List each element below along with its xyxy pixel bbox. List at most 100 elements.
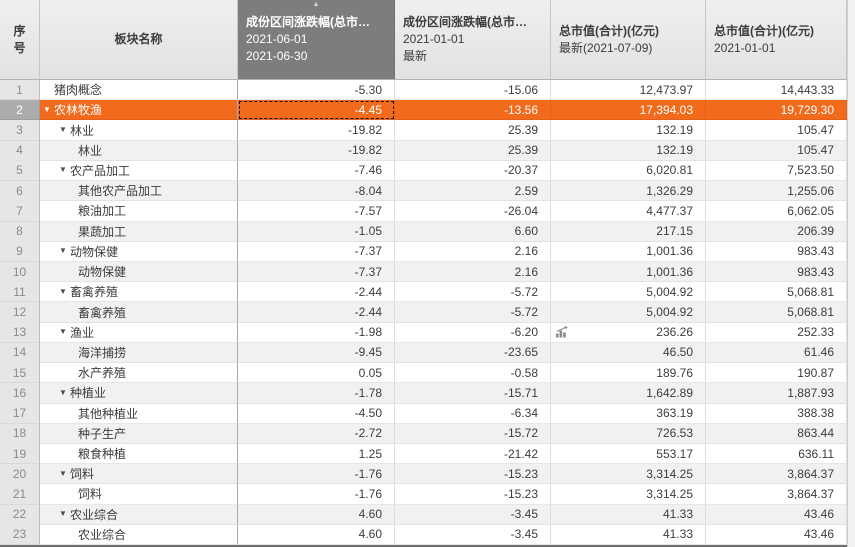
chg-ytd-cell[interactable]: 2.16	[395, 261, 551, 283]
row-index[interactable]: 23	[0, 524, 40, 546]
mv-latest-cell[interactable]: 1,001.36	[551, 261, 706, 283]
chg-jun-cell[interactable]: -5.30	[238, 80, 395, 101]
mv-latest-cell[interactable]: 3,314.25	[551, 464, 706, 485]
row-index[interactable]: 5	[0, 160, 40, 182]
collapse-triangle-icon[interactable]: ▼	[43, 104, 51, 114]
sector-name-cell[interactable]: 粮油加工	[40, 201, 238, 222]
mv-latest-cell[interactable]: 1,326.29	[551, 181, 706, 202]
mv-jan-cell[interactable]: 6,062.05	[706, 201, 847, 222]
mv-jan-cell[interactable]: 14,443.33	[706, 80, 847, 101]
col-header-chg-jun[interactable]: ▲ 成份区间涨跌幅(总市… 2021-06-01 2021-06-30	[238, 0, 395, 79]
chg-ytd-cell[interactable]: -21.42	[395, 443, 551, 465]
col-header-chg-ytd[interactable]: 成份区间涨跌幅(总市… 2021-01-01 最新	[395, 0, 551, 79]
col-header-index[interactable]: 序号	[0, 0, 40, 79]
row-index[interactable]: 10	[0, 261, 40, 283]
sector-name-cell[interactable]: 种子生产	[40, 423, 238, 444]
chg-jun-cell[interactable]: -1.76	[238, 484, 395, 505]
collapse-triangle-icon[interactable]: ▼	[59, 286, 67, 296]
sector-name-cell[interactable]: 其他种植业	[40, 403, 238, 424]
table-row[interactable]: 21 饲料 -1.76 -15.23 3,314.25 3,864.37	[0, 484, 847, 505]
sector-name-cell[interactable]: 其他农产品加工	[40, 181, 238, 202]
chg-jun-cell[interactable]: -4.50	[238, 403, 395, 424]
row-index[interactable]: 19	[0, 443, 40, 465]
mv-jan-cell[interactable]: 252.33	[706, 322, 847, 343]
table-row[interactable]: 12 畜禽养殖 -2.44 -5.72 5,004.92 5,068.81	[0, 302, 847, 323]
chg-jun-cell[interactable]: 4.60	[238, 524, 395, 546]
sector-name-cell[interactable]: 农业综合	[40, 524, 238, 546]
chg-ytd-cell[interactable]: -3.45	[395, 524, 551, 546]
chg-jun-cell[interactable]: -1.78	[238, 383, 395, 404]
mv-latest-cell[interactable]: 41.33	[551, 524, 706, 546]
sector-name-cell[interactable]: 粮食种植	[40, 443, 238, 465]
table-row[interactable]: 23 农业综合 4.60 -3.45 41.33 43.46	[0, 524, 847, 546]
sector-name-cell[interactable]: ▼ 农产品加工	[40, 160, 238, 182]
mv-jan-cell[interactable]: 105.47	[706, 140, 847, 161]
chg-jun-cell[interactable]: -2.44	[238, 282, 395, 303]
mv-latest-cell[interactable]: 12,473.97	[551, 80, 706, 101]
mv-jan-cell[interactable]: 983.43	[706, 241, 847, 262]
sector-name-cell[interactable]: ▼ 畜禽养殖	[40, 282, 238, 303]
chg-jun-cell[interactable]: -2.72	[238, 423, 395, 444]
mv-latest-cell[interactable]: 41.33	[551, 504, 706, 525]
table-row[interactable]: 18 种子生产 -2.72 -15.72 726.53 863.44	[0, 423, 847, 444]
row-index[interactable]: 21	[0, 484, 40, 505]
mv-latest-cell[interactable]: 6,020.81	[551, 160, 706, 182]
mv-latest-cell[interactable]: 363.19	[551, 403, 706, 424]
mv-latest-cell[interactable]: 726.53	[551, 423, 706, 444]
mv-jan-cell[interactable]: 863.44	[706, 423, 847, 444]
chg-ytd-cell[interactable]: -15.23	[395, 484, 551, 505]
table-row[interactable]: 7 粮油加工 -7.57 -26.04 4,477.37 6,062.05	[0, 201, 847, 222]
row-index[interactable]: 16	[0, 383, 40, 404]
mv-latest-cell[interactable]: 1,642.89	[551, 383, 706, 404]
sector-name-cell[interactable]: ▼ 渔业	[40, 322, 238, 343]
row-index[interactable]: 17	[0, 403, 40, 424]
vertical-scrollbar[interactable]	[847, 0, 855, 547]
chg-jun-cell[interactable]: -7.57	[238, 201, 395, 222]
chg-ytd-cell[interactable]: -20.37	[395, 160, 551, 182]
mv-latest-cell[interactable]: 5,004.92	[551, 282, 706, 303]
row-index[interactable]: 13	[0, 322, 40, 343]
collapse-triangle-icon[interactable]: ▼	[59, 509, 67, 519]
mv-jan-cell[interactable]: 206.39	[706, 221, 847, 242]
table-row[interactable]: 15 水产养殖 0.05 -0.58 189.76 190.87	[0, 363, 847, 384]
sector-name-cell[interactable]: ▼ 农林牧渔	[40, 100, 238, 121]
mv-jan-cell[interactable]: 5,068.81	[706, 282, 847, 303]
chg-jun-cell[interactable]: -1.05	[238, 221, 395, 242]
mv-latest-cell[interactable]: 1,001.36	[551, 241, 706, 262]
chg-ytd-cell[interactable]: -23.65	[395, 342, 551, 364]
table-row[interactable]: 3 ▼ 林业 -19.82 25.39 132.19 105.47	[0, 120, 847, 141]
table-row[interactable]: 10 动物保健 -7.37 2.16 1,001.36 983.43	[0, 261, 847, 283]
table-row[interactable]: 9 ▼ 动物保健 -7.37 2.16 1,001.36 983.43	[0, 241, 847, 262]
mv-jan-cell[interactable]: 388.38	[706, 403, 847, 424]
table-row[interactable]: 2 ▼ 农林牧渔 -4.45 -13.56 17,394.03 19,729.30	[0, 100, 847, 121]
mv-jan-cell[interactable]: 105.47	[706, 120, 847, 141]
collapse-triangle-icon[interactable]: ▼	[59, 387, 67, 397]
sector-name-cell[interactable]: ▼ 饲料	[40, 464, 238, 485]
mv-jan-cell[interactable]: 19,729.30	[706, 100, 847, 121]
chg-jun-cell[interactable]: -8.04	[238, 181, 395, 202]
sector-name-cell[interactable]: 动物保健	[40, 261, 238, 283]
mv-jan-cell[interactable]: 43.46	[706, 524, 847, 546]
mv-jan-cell[interactable]: 1,887.93	[706, 383, 847, 404]
mv-jan-cell[interactable]: 3,864.37	[706, 464, 847, 485]
mv-latest-cell[interactable]: 132.19	[551, 120, 706, 141]
chg-ytd-cell[interactable]: -5.72	[395, 302, 551, 323]
sector-name-cell[interactable]: ▼ 种植业	[40, 383, 238, 404]
row-index[interactable]: 18	[0, 423, 40, 444]
chg-jun-cell[interactable]: -1.76	[238, 464, 395, 485]
mv-jan-cell[interactable]: 3,864.37	[706, 484, 847, 505]
mv-latest-cell[interactable]: 3,314.25	[551, 484, 706, 505]
sector-name-cell[interactable]: 林业	[40, 140, 238, 161]
chg-ytd-cell[interactable]: 6.60	[395, 221, 551, 242]
chg-ytd-cell[interactable]: 25.39	[395, 120, 551, 141]
chg-ytd-cell[interactable]: -26.04	[395, 201, 551, 222]
mv-jan-cell[interactable]: 43.46	[706, 504, 847, 525]
row-index[interactable]: 3	[0, 120, 40, 141]
collapse-triangle-icon[interactable]: ▼	[59, 125, 67, 135]
chg-jun-cell[interactable]: -19.82	[238, 140, 395, 161]
collapse-triangle-icon[interactable]: ▼	[59, 327, 67, 337]
chg-ytd-cell[interactable]: -6.34	[395, 403, 551, 424]
row-index[interactable]: 12	[0, 302, 40, 323]
sector-name-cell[interactable]: 海洋捕捞	[40, 342, 238, 364]
collapse-triangle-icon[interactable]: ▼	[59, 246, 67, 256]
